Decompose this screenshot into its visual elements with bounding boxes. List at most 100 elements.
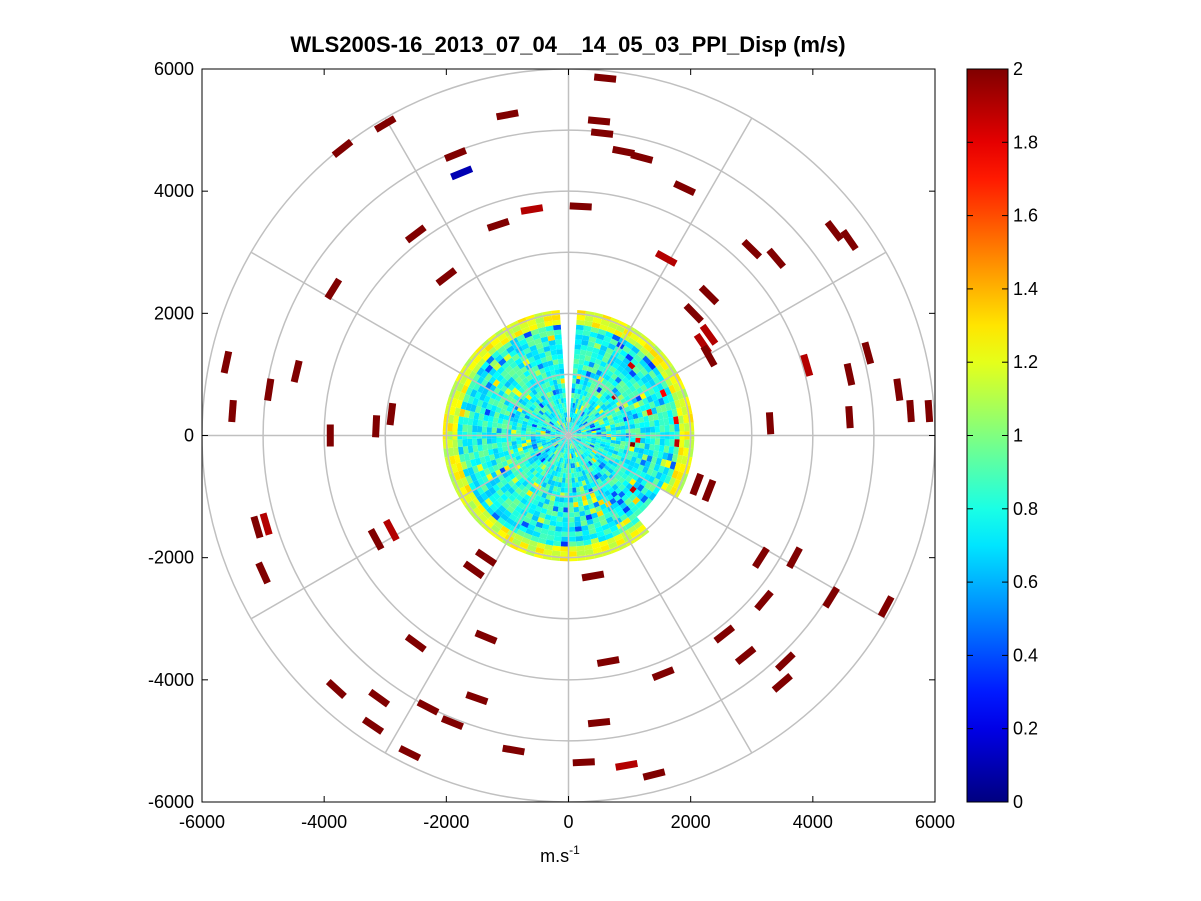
dense-cell — [568, 546, 577, 552]
dense-cell — [590, 537, 600, 545]
dense-cell — [526, 442, 532, 446]
dense-cell — [537, 396, 544, 403]
dense-cell — [595, 466, 602, 472]
dense-cell — [542, 406, 548, 412]
dense-cell — [571, 448, 574, 454]
dense-cell — [518, 387, 526, 394]
dense-cell — [493, 362, 502, 371]
dense-cell — [562, 517, 569, 523]
dense-cell — [650, 469, 658, 478]
dense-cell — [578, 461, 582, 467]
dense-cell — [595, 369, 603, 377]
dense-cell — [501, 403, 509, 411]
dense-cell — [521, 409, 528, 415]
dense-cell — [540, 507, 548, 515]
dense-cell — [581, 529, 590, 536]
dense-cell — [548, 468, 554, 475]
dense-cell — [613, 397, 621, 404]
x-tick-label: 4000 — [793, 812, 833, 832]
dense-cell — [486, 438, 492, 445]
dense-cell — [520, 400, 528, 407]
dense-cell — [541, 441, 547, 445]
dense-cell — [557, 358, 564, 365]
dense-cell — [581, 438, 587, 442]
dense-cell — [611, 380, 619, 388]
dense-cell — [543, 345, 551, 353]
dense-cell — [559, 368, 565, 374]
dense-cell — [583, 474, 588, 481]
dense-cell — [662, 395, 670, 405]
dense-cell — [584, 415, 590, 420]
dense-cell — [518, 403, 525, 410]
dense-cell — [521, 423, 528, 429]
dense-cell — [550, 453, 555, 459]
dense-cell — [549, 445, 555, 450]
dense-cell — [575, 482, 580, 488]
dense-cell — [618, 476, 626, 484]
dense-cell — [540, 356, 548, 364]
range-gate — [474, 548, 498, 567]
dense-cell — [529, 406, 535, 412]
y-tick-label: 2000 — [154, 303, 194, 323]
dense-cell — [562, 407, 566, 413]
dense-cell — [592, 447, 599, 452]
range-gate — [822, 586, 840, 609]
dense-cell — [552, 506, 559, 512]
dense-cell — [595, 494, 603, 502]
dense-cell — [563, 502, 569, 508]
dense-cell — [611, 387, 619, 394]
dense-cell — [682, 447, 689, 457]
dense-cell — [507, 479, 515, 487]
dense-cell — [633, 418, 640, 424]
dense-cell — [600, 461, 607, 468]
dense-cell — [516, 458, 524, 465]
dense-cell — [559, 403, 563, 409]
range-gate — [630, 151, 654, 164]
dense-cell — [549, 421, 555, 426]
dense-cell — [668, 417, 675, 425]
dense-cell — [587, 366, 594, 373]
dense-cell — [545, 439, 552, 443]
dense-cell — [572, 497, 578, 503]
dense-cell — [463, 493, 473, 504]
dense-cell — [573, 425, 578, 430]
dense-cell — [498, 451, 505, 458]
range-gate — [651, 666, 675, 682]
dense-cell — [476, 486, 485, 495]
dense-cell — [548, 500, 555, 507]
dense-cell — [474, 471, 482, 480]
dense-cell — [633, 447, 640, 453]
dense-cell — [541, 424, 547, 429]
dense-cell — [609, 400, 617, 407]
dense-cell — [660, 482, 669, 492]
dense-cell — [500, 513, 509, 522]
y-tick-label: 0 — [184, 426, 194, 446]
range-gate — [699, 323, 719, 346]
dense-cell — [484, 518, 494, 529]
dense-cell — [659, 361, 669, 371]
dense-cell — [618, 380, 626, 388]
dense-cell — [677, 447, 684, 456]
dense-cell — [518, 461, 525, 468]
colorbar-tick-label: 1.4 — [1013, 279, 1038, 299]
dense-cell — [580, 475, 585, 482]
dense-cell — [579, 485, 585, 492]
dense-cell — [578, 384, 583, 390]
dense-cell — [568, 551, 577, 557]
y-tick-label: -2000 — [148, 548, 194, 568]
dense-cell — [619, 349, 629, 358]
dense-cell — [578, 394, 584, 400]
dense-cell — [602, 385, 609, 392]
dense-cell — [618, 387, 626, 395]
dense-cell — [606, 493, 614, 501]
dense-cell — [588, 454, 594, 460]
dense-cell — [573, 393, 578, 399]
dense-cell — [502, 419, 509, 425]
dense-cell — [576, 314, 586, 321]
dense-cell — [571, 458, 575, 464]
range-gate — [398, 745, 422, 762]
dense-cell — [463, 453, 471, 462]
dense-cell — [580, 439, 586, 443]
dense-cell — [570, 448, 573, 454]
dense-cell — [566, 439, 568, 444]
